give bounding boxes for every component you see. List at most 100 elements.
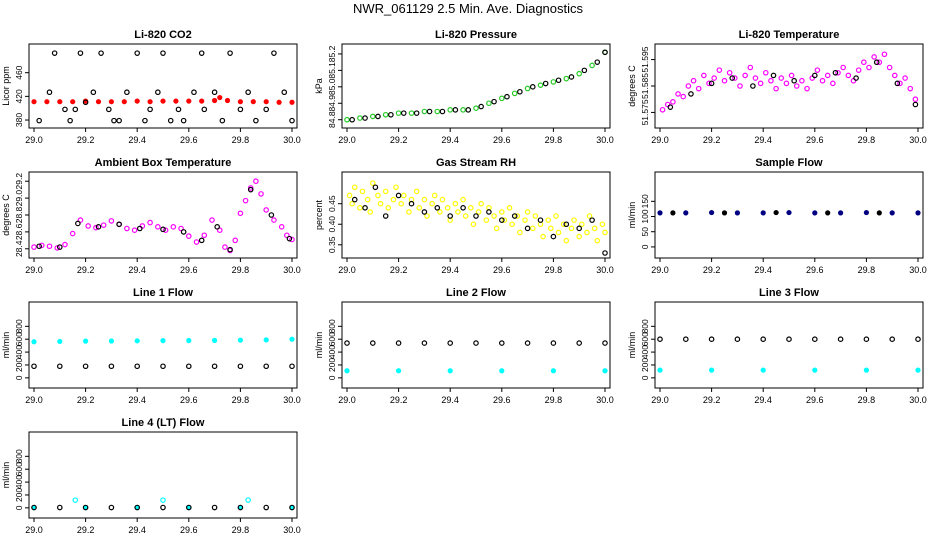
x-tick-label: 30.0: [283, 135, 301, 145]
x-tick-label: 29.0: [25, 395, 43, 405]
data-point: [555, 229, 562, 236]
data-point: [855, 67, 862, 73]
data-point: [850, 77, 857, 84]
data-point: [760, 367, 766, 373]
data-point: [362, 115, 368, 121]
data-point: [344, 340, 350, 346]
data-point: [56, 504, 63, 511]
data-point: [819, 77, 826, 84]
x-tick-label: 30.0: [909, 395, 927, 405]
data-point: [788, 72, 795, 79]
panel-title: Line 2 Flow: [446, 287, 506, 299]
panel-title: Gas Stream RH: [436, 157, 516, 169]
data-point: [863, 336, 870, 343]
x-tick-label: 29.0: [25, 265, 43, 275]
panel-title: Ambient Box Temperature: [95, 157, 232, 169]
data-point: [462, 213, 469, 219]
x-tick-label: 29.0: [338, 135, 356, 145]
data-point: [732, 75, 738, 81]
y-tick-label: 600: [14, 462, 24, 476]
data-point: [289, 117, 295, 124]
data-point: [281, 89, 288, 96]
y-axis-label: ml/min: [627, 332, 637, 359]
data-point: [70, 99, 76, 105]
data-point: [563, 221, 570, 228]
data-point: [514, 213, 521, 219]
data-point: [131, 227, 138, 234]
data-point: [253, 117, 259, 124]
data-point: [768, 77, 774, 84]
data-point: [349, 200, 355, 207]
data-point: [434, 205, 441, 211]
data-point: [186, 504, 192, 511]
data-point: [108, 504, 115, 511]
data-point: [683, 210, 689, 216]
data-point: [657, 367, 663, 373]
data-point: [811, 72, 818, 79]
data-point: [711, 75, 717, 81]
x-tick-label: 29.2: [390, 395, 408, 405]
data-point: [670, 99, 676, 105]
plot-frame: [28, 171, 298, 259]
data-point: [812, 210, 818, 216]
x-tick-label: 29.0: [25, 135, 43, 145]
data-point: [602, 49, 608, 56]
y-tick-label: 85.2: [327, 45, 337, 62]
data-point: [791, 77, 797, 84]
data-point: [62, 106, 68, 113]
data-point: [245, 89, 251, 96]
panel-title: Sample Flow: [755, 157, 823, 169]
data-point: [468, 205, 474, 211]
panel-title: Line 1 Flow: [133, 287, 193, 299]
data-point: [734, 336, 741, 343]
x-tick-label: 29.6: [493, 265, 511, 275]
data-point: [201, 106, 208, 113]
y-tick-label: 400: [14, 345, 24, 359]
data-point: [876, 59, 883, 66]
x-tick-label: 29.6: [806, 395, 824, 405]
data-point: [863, 367, 870, 373]
data-point: [524, 340, 531, 346]
data-point: [95, 99, 102, 105]
data-point: [142, 117, 148, 124]
data-point: [224, 97, 231, 104]
y-tick-label: 100: [640, 209, 650, 223]
data-point: [106, 106, 112, 113]
data-point: [100, 222, 107, 228]
data-point: [263, 363, 270, 370]
data-point: [504, 93, 510, 100]
data-point: [876, 210, 882, 216]
data-point: [116, 117, 122, 124]
data-point: [237, 337, 243, 343]
data-point: [46, 89, 53, 96]
x-tick-label: 29.6: [180, 135, 198, 145]
data-point: [245, 497, 251, 503]
y-tick-label: 0.35: [327, 236, 337, 253]
data-point: [180, 229, 187, 235]
data-point: [912, 101, 919, 108]
data-point: [398, 200, 404, 207]
y-tick-label: 85.1: [327, 62, 337, 79]
data-point: [437, 209, 443, 215]
data-point: [346, 192, 353, 199]
data-point: [395, 340, 402, 346]
y-axis-label: ml/min: [627, 202, 637, 229]
data-point: [576, 225, 583, 232]
data-point: [193, 239, 200, 245]
data-point: [511, 213, 518, 219]
panel-title: Line 4 (LT) Flow: [122, 417, 205, 429]
plot-frame: [341, 301, 611, 389]
data-point: [524, 225, 531, 232]
y-tick-label: 28.8: [14, 206, 24, 223]
y-tick-label: 400: [327, 345, 337, 359]
data-point: [408, 200, 415, 207]
data-point: [750, 83, 756, 89]
x-tick-label: 29.8: [545, 395, 563, 405]
data-point: [186, 98, 192, 104]
data-point: [832, 69, 839, 76]
data-point: [550, 368, 557, 374]
data-point: [351, 196, 358, 203]
data-point: [108, 99, 114, 105]
y-tick-label: 51.575: [640, 99, 650, 125]
